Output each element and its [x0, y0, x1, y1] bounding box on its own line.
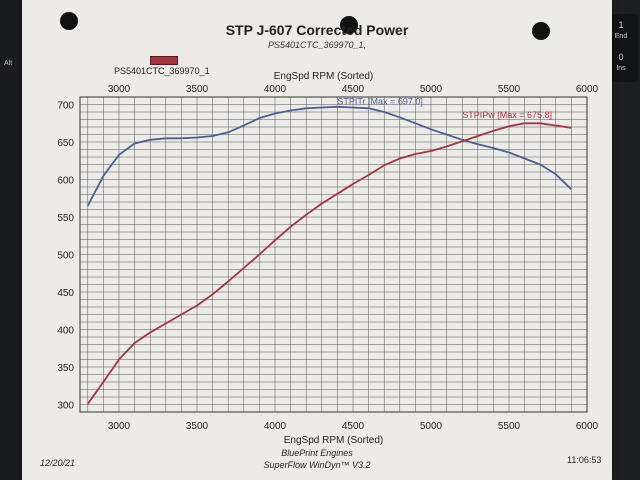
- y-tick-label: 300: [57, 401, 74, 412]
- series-line-stpitr: [87, 105, 573, 207]
- top-x-tick-label: 4000: [264, 84, 287, 95]
- top-x-tick-label: 6000: [576, 84, 599, 95]
- footer-date: 12/20/21: [40, 458, 76, 468]
- x-tick-label: 4500: [342, 421, 365, 432]
- keyboard-left-edge: Alt: [0, 0, 22, 480]
- top-x-tick-label: 4500: [342, 84, 365, 95]
- y-tick-label: 400: [57, 326, 74, 337]
- chart-series: [87, 105, 573, 405]
- legend-label: PS5401CTC_369970_1: [114, 66, 210, 76]
- x-tick-label: 5500: [498, 421, 521, 432]
- y-tick-label: 650: [57, 138, 74, 149]
- dyno-sheet: STP J-607 Corrected Power PS5401CTC_3699…: [22, 0, 612, 480]
- series-line-stpipw: [87, 122, 572, 405]
- punch-hole-left: [60, 12, 78, 30]
- chart-title: STP J-607 Corrected Power: [225, 22, 409, 38]
- y-tick-label: 700: [57, 101, 74, 112]
- dyno-chart: 3000 3500 4000 4500 5000 5500 6000 3000 3500 4000…: [57, 71, 598, 446]
- x-tick-label: 6000: [576, 421, 599, 432]
- y-tick-label: 500: [57, 251, 74, 262]
- footer-company: BluePrint Engines: [281, 448, 353, 458]
- chart-subtitle: PS5401CTC_369970_1,: [267, 40, 367, 50]
- series-annotation: STPITr [Max = 697.0]: [337, 97, 422, 107]
- series-annotation: STPIPw [Max = 675.8]: [462, 110, 552, 120]
- legend-swatch: [150, 56, 178, 65]
- x-tick-label: 4000: [264, 421, 287, 432]
- top-x-tick-label: 3000: [108, 84, 131, 95]
- top-x-tick-label: 5500: [498, 84, 521, 95]
- x-tick-label: 5000: [420, 421, 443, 432]
- alt-key-label: Alt: [4, 60, 13, 67]
- plot-frame: [79, 96, 588, 413]
- y-tick-label: 550: [57, 213, 74, 224]
- top-x-tick-label: 3500: [186, 84, 209, 95]
- ins-key-number: 0: [618, 52, 624, 62]
- x-tick-label: 3500: [186, 421, 209, 432]
- footer-time: 11:06:53: [567, 455, 602, 465]
- footer-software: SuperFlow WinDyn™ V3.2: [263, 460, 371, 470]
- x-tick-label: 3000: [108, 421, 131, 432]
- punch-hole-center: [340, 16, 358, 34]
- x-axis-label: EngSpd RPM (Sorted): [284, 435, 384, 446]
- end-key-label: End: [614, 33, 628, 40]
- end-key-number: 1: [618, 20, 624, 30]
- y-tick-label: 600: [57, 176, 74, 187]
- y-tick-label: 350: [57, 363, 74, 374]
- ins-key-label: Ins: [616, 65, 626, 72]
- chart-axes: [79, 96, 588, 413]
- y-tick-label: 450: [57, 288, 74, 299]
- chart-grid: [80, 96, 588, 412]
- top-x-tick-label: 5000: [420, 84, 443, 95]
- chart-labels: 3000 3500 4000 4500 5000 5500 6000 3000 3500 4000…: [57, 71, 598, 446]
- top-x-axis-label: EngSpd RPM (Sorted): [274, 71, 374, 82]
- punch-hole-right: [532, 22, 550, 40]
